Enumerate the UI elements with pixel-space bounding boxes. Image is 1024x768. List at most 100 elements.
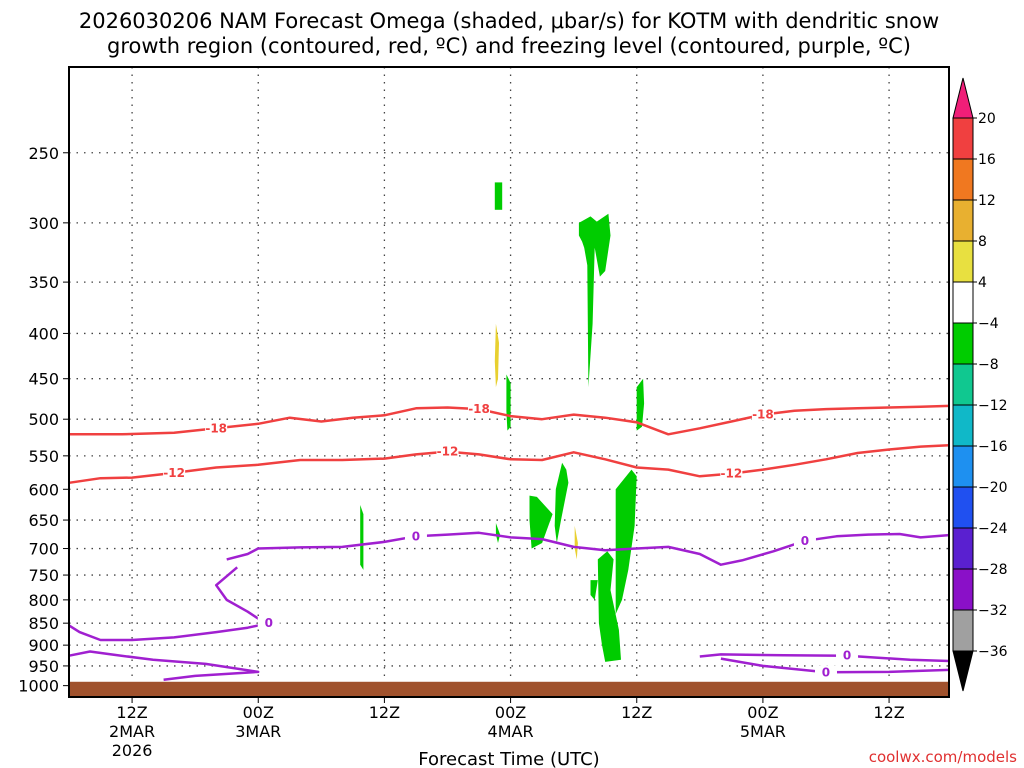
contour-label: -12 (163, 466, 185, 480)
x-tick-label: 12Z (116, 703, 147, 722)
y-tick-label: 650 (28, 511, 59, 530)
colorbar-box (952, 240, 974, 283)
x-tick-label: 00Z (495, 703, 526, 722)
omega-region (636, 378, 645, 431)
omega-region (494, 182, 503, 210)
terrain-fill (69, 681, 949, 697)
omega-region (529, 495, 553, 549)
colorbar-label: −8 (978, 357, 999, 373)
contour-label-bg (205, 421, 228, 435)
colorbar-label: −36 (978, 644, 1008, 660)
contour-label: -12 (437, 445, 459, 459)
x-tick-label: 12Z (621, 703, 652, 722)
chart-title-line1: 2026030206 NAM Forecast Omega (shaded, μ… (79, 9, 939, 33)
colorbar-label: −32 (978, 603, 1008, 619)
colorbar-label: 12 (978, 193, 996, 209)
x-tick-label: 2MAR (109, 722, 155, 741)
plot-frame (68, 66, 950, 698)
colorbar-label: −28 (978, 562, 1008, 578)
colorbar-top-triangle (952, 77, 974, 119)
x-tick-label: 00Z (747, 703, 778, 722)
contour-label-bg (404, 529, 427, 543)
contour-label-bg (751, 407, 774, 421)
colorbar-box (952, 404, 974, 447)
y-tick-label: 900 (28, 636, 59, 655)
y-tick-label: 750 (28, 566, 59, 585)
y-tick-label: 300 (28, 214, 59, 233)
y-tick-label: 600 (28, 480, 59, 499)
colorbar-box (952, 363, 974, 406)
y-tick-label: 700 (28, 540, 59, 559)
contour-label-bg (468, 402, 491, 416)
x-tick-label: 2026 (112, 741, 153, 760)
contour-label: 0 (412, 529, 420, 543)
omega-region (495, 523, 501, 543)
colorbar-box (952, 486, 974, 529)
contour-label: 0 (265, 616, 273, 630)
y-tick-label: 1000 (18, 677, 59, 696)
y-tick-label: 950 (28, 657, 59, 676)
omega-region (506, 374, 511, 431)
colorbar-label: 4 (978, 275, 987, 291)
omega-region (554, 462, 569, 543)
contour-label: 0 (843, 649, 851, 663)
omega-region (494, 323, 499, 388)
colorbar-box (952, 445, 974, 488)
contour-label: 0 (801, 534, 809, 548)
colorbar-box (952, 322, 974, 365)
freezing-level-contour (699, 653, 950, 663)
dgz-contour-minus12 (68, 443, 950, 485)
colorbar-box (952, 281, 974, 324)
x-tick-label: 5MAR (740, 722, 786, 741)
x-tick-label: 12Z (873, 703, 904, 722)
chart-title-line2: growth region (contoured, red, ºC) and f… (107, 34, 911, 58)
credit-text: coolwx.com/models (869, 748, 1017, 766)
omega-region (615, 469, 637, 614)
contour-label-bg (720, 466, 743, 480)
colorbar-box (952, 117, 974, 160)
contour-label: -18 (752, 408, 774, 422)
omega-region (590, 580, 598, 600)
colorbar-box (952, 527, 974, 570)
dgz-contour-minus18 (69, 404, 950, 436)
freezing-level-contour (68, 566, 271, 642)
freezing-level-contour (226, 531, 950, 566)
y-tick-label: 550 (28, 447, 59, 466)
colorbar-bottom-triangle (952, 650, 974, 692)
colorbar-label: −24 (978, 521, 1008, 537)
colorbar-box (952, 568, 974, 611)
colorbar-box (952, 609, 974, 652)
terrain (69, 681, 949, 697)
y-tick-label: 400 (28, 324, 59, 343)
colorbar-box (952, 158, 974, 201)
contour-label: -18 (205, 421, 227, 435)
y-tick-label: 800 (28, 591, 59, 610)
colorbar-label: −4 (978, 316, 999, 332)
contour-label-bg (163, 465, 186, 479)
x-tick-label: 4MAR (488, 722, 534, 741)
grid-lines (69, 67, 949, 697)
colorbar-label: −20 (978, 480, 1008, 496)
y-tick-label: 500 (28, 410, 59, 429)
contour-label: -18 (468, 402, 490, 416)
contour-label-bg (814, 665, 837, 679)
y-tick-label: 350 (28, 273, 59, 292)
contour-label-bg (436, 444, 459, 458)
x-tick-label: 12Z (369, 703, 400, 722)
freezing-level-contour (68, 650, 260, 682)
colorbar-label: 8 (978, 234, 987, 250)
omega-region (578, 213, 611, 388)
omega-region (360, 505, 364, 570)
omega-region (597, 551, 621, 662)
colorbar-label: −12 (978, 398, 1008, 414)
colorbar: 20 16 12 8 4 −4 −8 −12 −16 −20 −24 −28 −32 −36 (952, 77, 1008, 692)
contour-label: 0 (822, 665, 830, 679)
contour-label-bg (257, 616, 280, 630)
y-tick-label: 850 (28, 614, 59, 633)
colorbar-box (952, 199, 974, 242)
colorbar-label: 20 (978, 111, 996, 127)
